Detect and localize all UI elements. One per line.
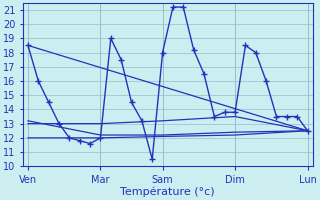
X-axis label: Température (°c): Température (°c) — [120, 187, 215, 197]
